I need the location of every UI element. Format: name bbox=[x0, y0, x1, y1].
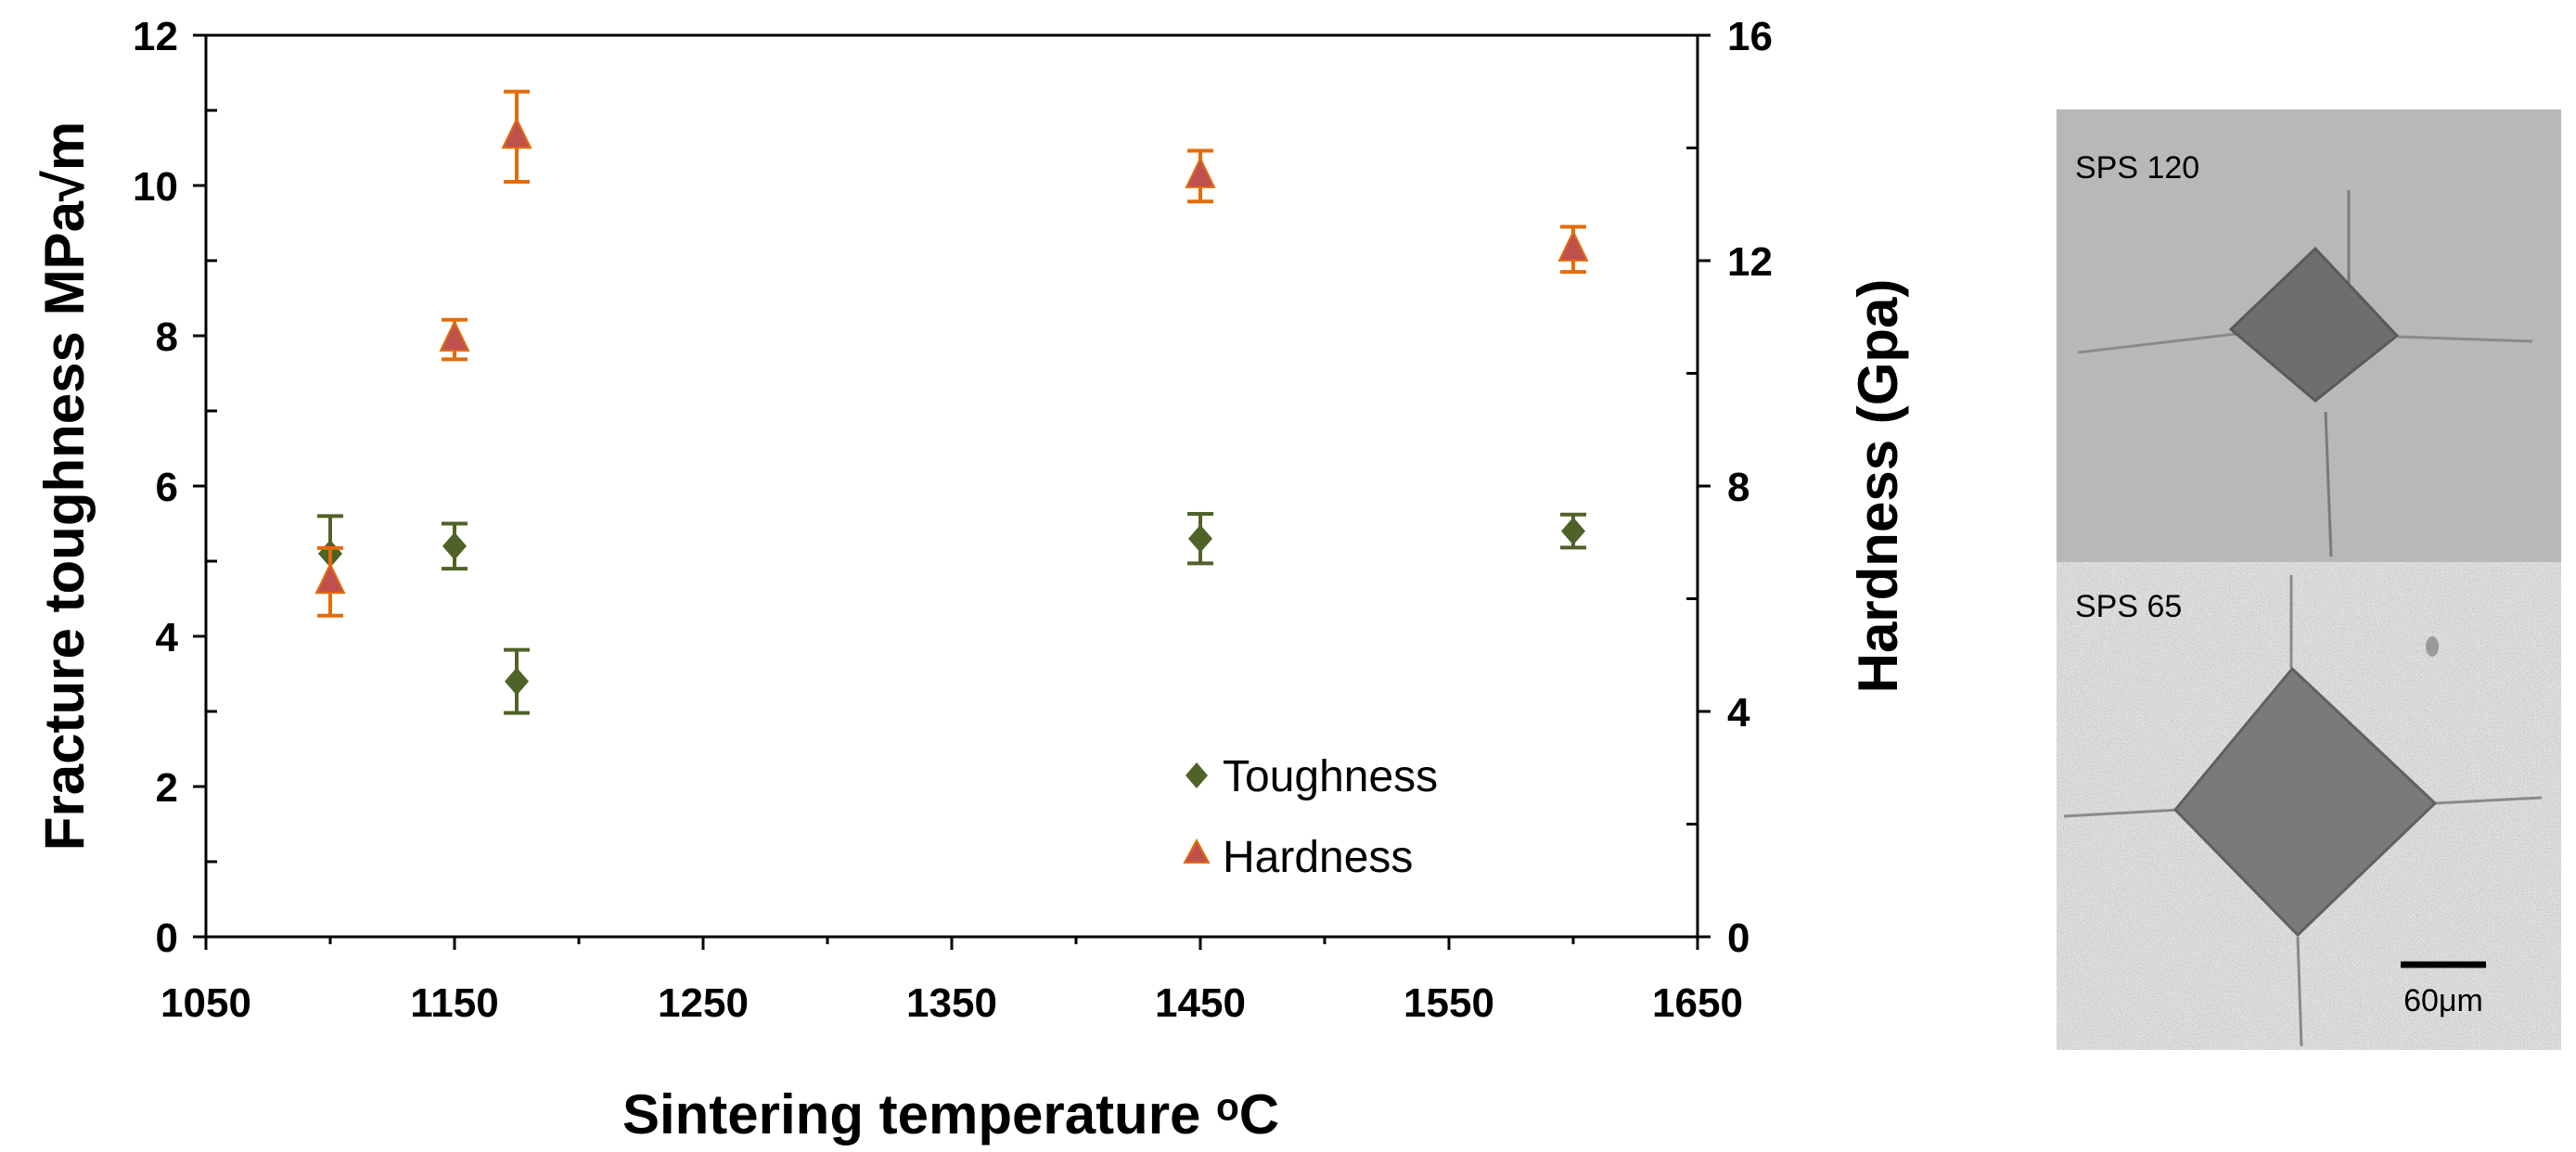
micrograph-label-sps-65: SPS 65 bbox=[2075, 589, 2182, 624]
micrograph-sps-120: SPS 120 bbox=[2057, 109, 2561, 562]
plot-area bbox=[204, 33, 1699, 939]
x-tick-labels: 1050 1150 1250 1350 1450 1550 1650 bbox=[160, 980, 1743, 1026]
x-tick-label: 1450 bbox=[1155, 980, 1246, 1026]
y-right-tick-labels: 0 4 8 12 16 bbox=[1727, 14, 1773, 961]
x-axis-title: Sintering temperature ᵒC bbox=[622, 1083, 1279, 1146]
y-right-tick-label: 0 bbox=[1727, 915, 1749, 961]
y-left-tick-label: 12 bbox=[133, 14, 178, 59]
point-toughness bbox=[1188, 524, 1212, 553]
y-right-tick-label: 8 bbox=[1727, 465, 1749, 510]
y-right-tick-label: 16 bbox=[1727, 14, 1773, 59]
y-left-tick-label: 10 bbox=[133, 164, 178, 210]
scale-bar-label: 60μm bbox=[2403, 983, 2483, 1018]
indent-sps-65 bbox=[2172, 666, 2438, 938]
x-tick-label: 1550 bbox=[1403, 980, 1494, 1026]
y-left-tick-label: 6 bbox=[156, 465, 178, 510]
y-axis-title-left: Fracture toughness MPa√m bbox=[33, 122, 96, 851]
legend-marker-toughness bbox=[1185, 762, 1208, 788]
micrograph-panel: SPS 120 SPS 65 60μm bbox=[2057, 109, 2561, 1050]
axis-ticks bbox=[193, 33, 1711, 950]
point-toughness bbox=[505, 667, 529, 696]
point-hardness bbox=[314, 561, 346, 595]
micrograph-sps-65: SPS 65 60μm bbox=[2057, 562, 2561, 1050]
x-tick-label: 1050 bbox=[160, 980, 251, 1026]
y-left-tick-label: 8 bbox=[156, 314, 178, 360]
x-tick-label: 1150 bbox=[410, 980, 498, 1026]
chart: 0 2 4 6 8 10 12 0 4 8 12 16 1050 1150 1250 1350 1450 15… bbox=[33, 14, 1909, 1146]
point-toughness bbox=[1561, 517, 1585, 545]
y-axis-title-right: Hardness (Gpa) bbox=[1847, 279, 1909, 694]
y-left-tick-label: 4 bbox=[156, 615, 179, 660]
x-tick-label: 1350 bbox=[906, 980, 997, 1026]
point-hardness bbox=[1185, 156, 1216, 188]
point-hardness bbox=[439, 319, 470, 352]
legend: Toughness Hardness bbox=[1183, 752, 1438, 882]
indent-sps-120 bbox=[2228, 246, 2400, 403]
x-tick-label: 1250 bbox=[658, 980, 749, 1026]
point-toughness bbox=[442, 531, 467, 560]
point-hardness bbox=[501, 117, 532, 149]
legend-marker-hardness bbox=[1183, 838, 1211, 864]
y-left-tick-label: 2 bbox=[156, 765, 178, 811]
y-right-tick-label: 4 bbox=[1727, 690, 1750, 736]
micrograph-label-sps-120: SPS 120 bbox=[2075, 150, 2199, 186]
legend-label-toughness: Toughness bbox=[1223, 752, 1438, 801]
y-left-tick-label: 0 bbox=[156, 915, 178, 961]
legend-label-hardness: Hardness bbox=[1223, 833, 1413, 882]
x-tick-label: 1650 bbox=[1652, 980, 1743, 1026]
point-hardness bbox=[1557, 229, 1589, 262]
y-right-tick-label: 12 bbox=[1727, 239, 1773, 285]
y-left-tick-labels: 0 2 4 6 8 10 12 bbox=[133, 14, 178, 961]
data-marks bbox=[314, 89, 1589, 715]
